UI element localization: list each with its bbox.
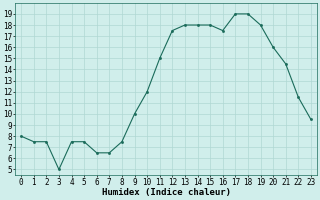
X-axis label: Humidex (Indice chaleur): Humidex (Indice chaleur) bbox=[101, 188, 230, 197]
